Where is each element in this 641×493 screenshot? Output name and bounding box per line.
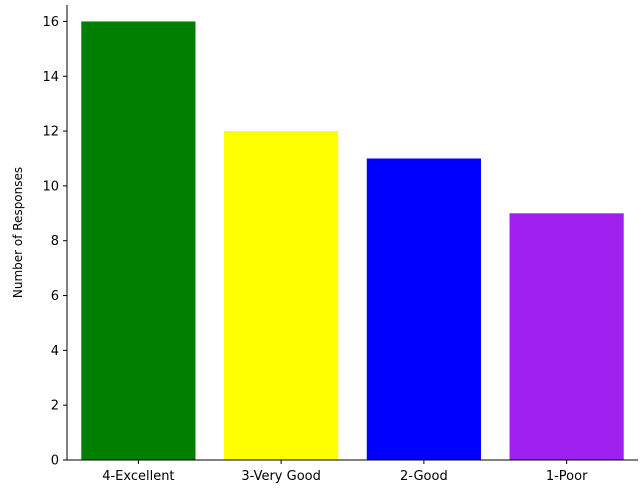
x-axis-ticks: 4-Excellent 3-Very Good 2-Good 1-Poor: [102, 460, 588, 484]
bar-1-poor: [509, 213, 624, 460]
y-tick-label: 0: [51, 454, 59, 469]
bar-2-good: [366, 158, 481, 461]
y-tick-label: 10: [42, 179, 59, 194]
bar-3-very-good: [224, 131, 339, 460]
x-tick-label: 3-Very Good: [241, 469, 321, 484]
y-tick-label: 6: [51, 289, 59, 304]
y-axis-title: Number of Responses: [11, 167, 25, 298]
bars-group: [81, 21, 624, 461]
bar-4-excellent: [81, 21, 196, 461]
y-tick-label: 8: [51, 234, 59, 249]
y-tick-label: 12: [42, 125, 59, 140]
y-tick-label: 4: [51, 344, 59, 359]
y-tick-label: 14: [42, 70, 59, 85]
x-tick-label: 1-Poor: [546, 469, 588, 484]
y-tick-label: 2: [51, 399, 59, 414]
x-tick-label: 4-Excellent: [102, 469, 174, 484]
y-axis-ticks: 0 2 4 6 8 10 12 14 16: [42, 15, 67, 469]
x-tick-label: 2-Good: [400, 469, 448, 484]
y-tick-label: 16: [42, 15, 59, 30]
